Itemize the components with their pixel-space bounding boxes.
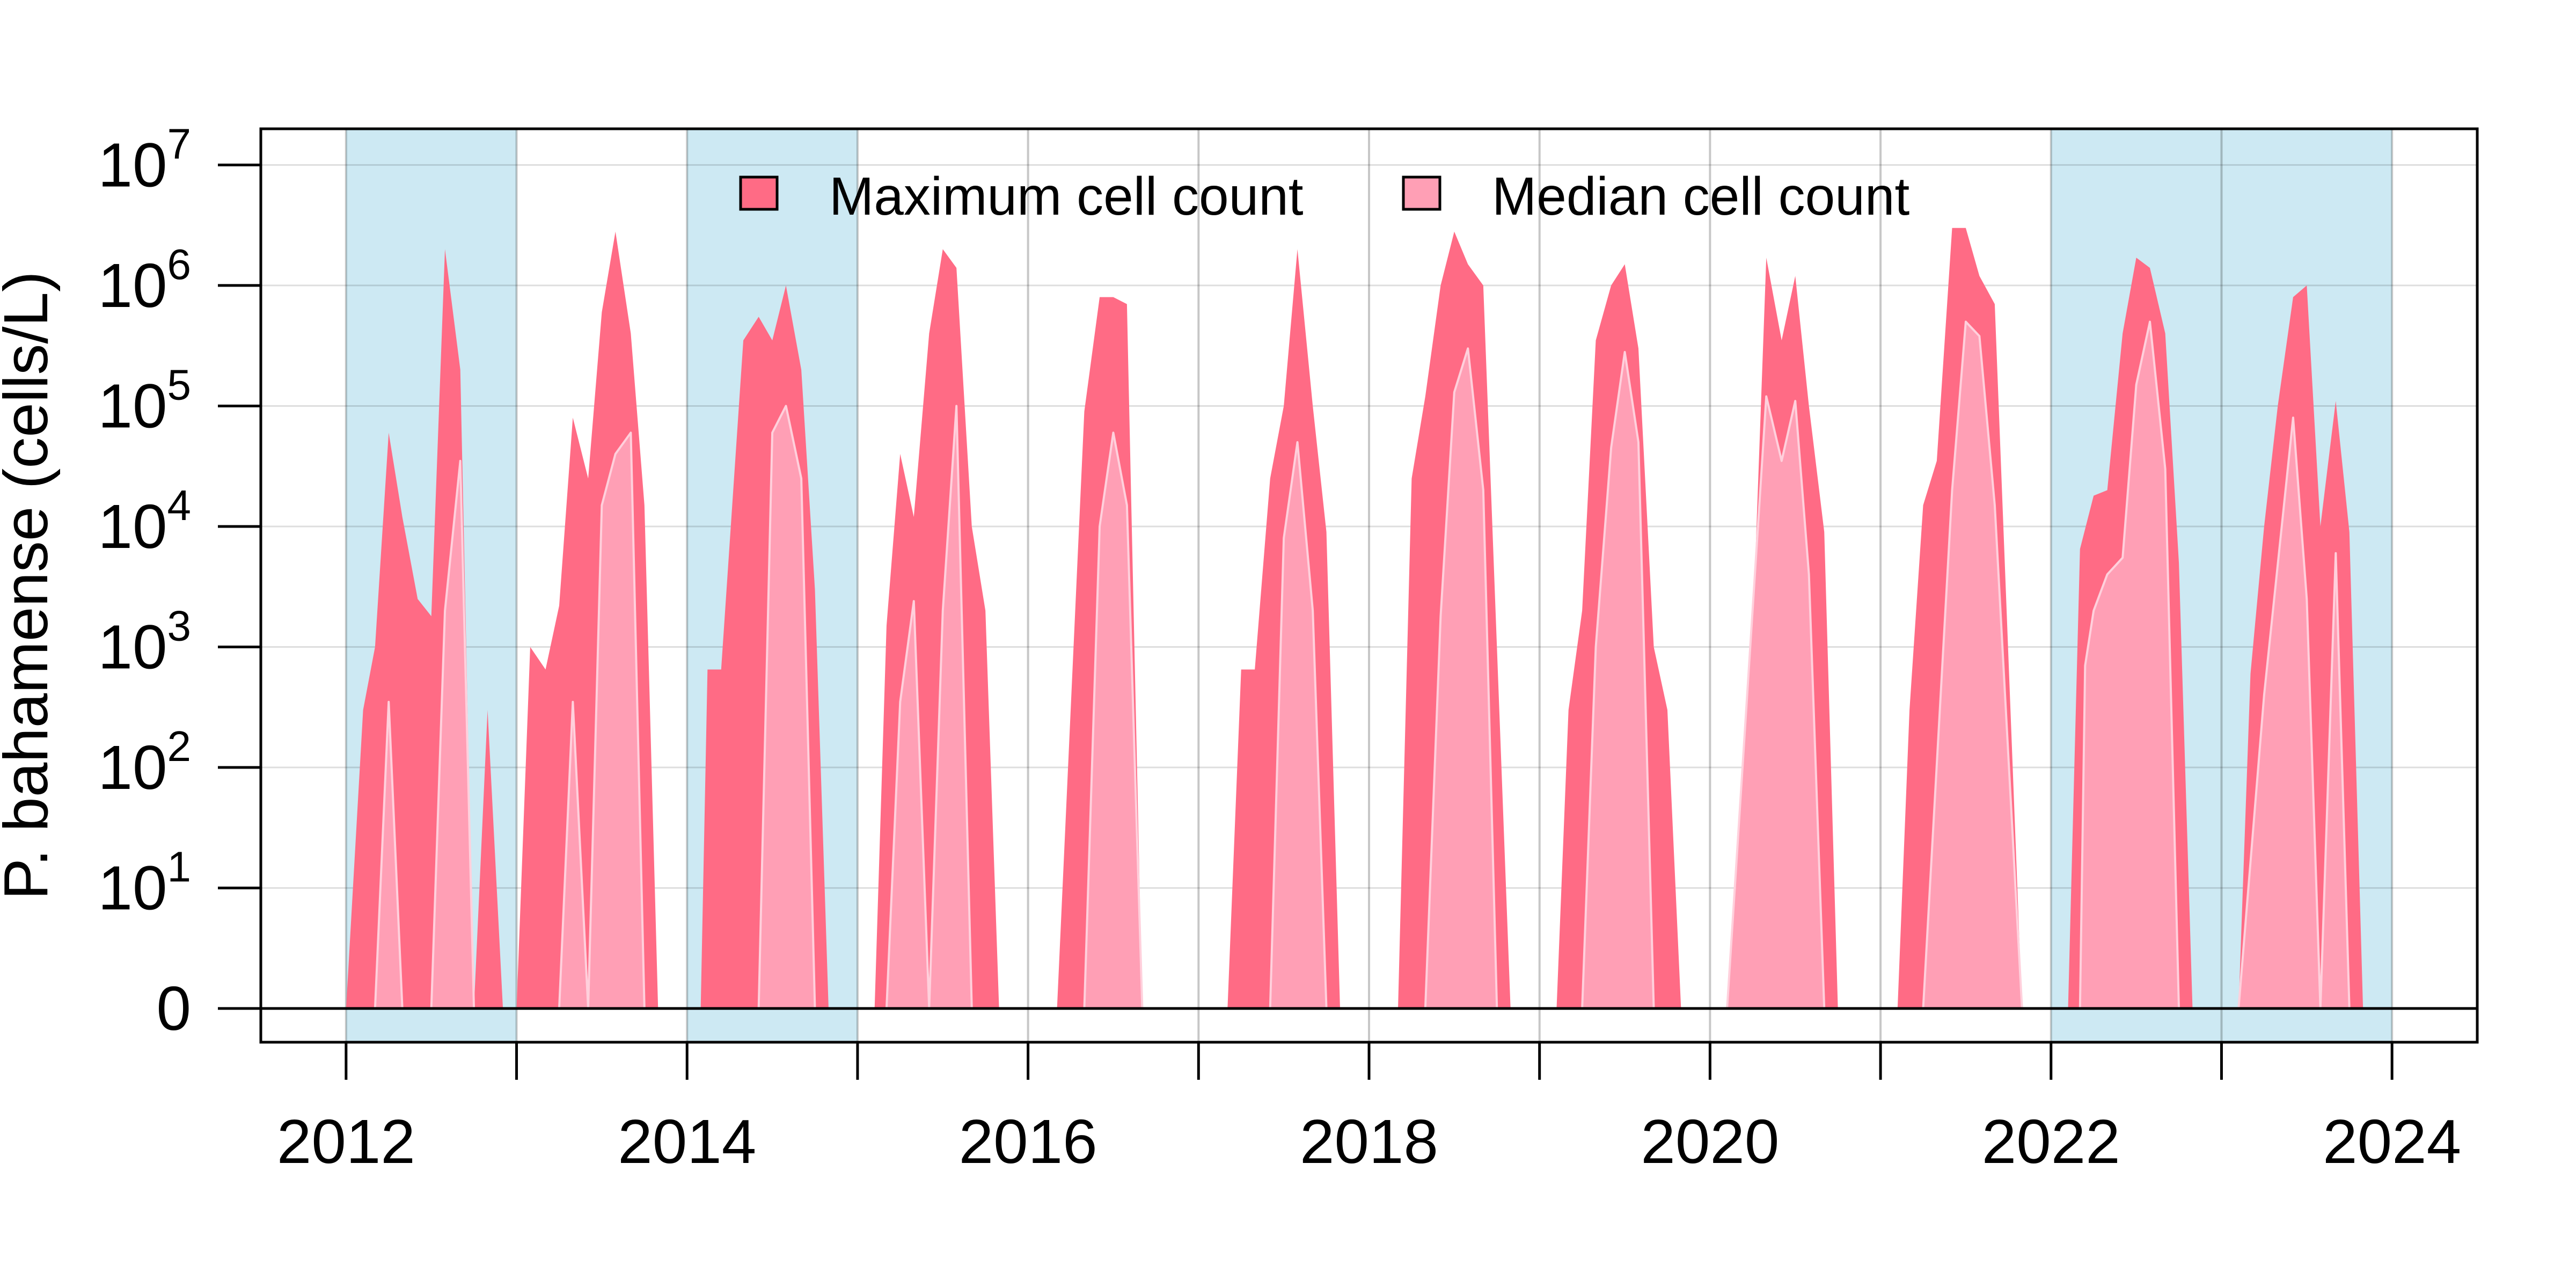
series-area-1	[374, 320, 2351, 1010]
legend-label-1: Median cell count	[1492, 166, 1909, 226]
y-tick-label-7: 107	[98, 120, 191, 200]
x-tick-label-2012: 2012	[277, 1107, 415, 1176]
x-tick-label-2020: 2020	[1641, 1107, 1779, 1176]
series-areas	[346, 228, 2363, 1010]
legend: Maximum cell count Median cell count	[739, 166, 1909, 226]
y-axis-label: P. bahamense (cells/L)	[0, 271, 61, 899]
y-tick-label-2: 102	[98, 722, 191, 802]
y-tick-label-6: 106	[98, 240, 191, 320]
y-tick-label-5: 105	[98, 361, 191, 441]
y-tick-label-4: 104	[98, 481, 191, 561]
y-tick-label-3: 103	[98, 602, 191, 682]
x-tick-label-2022: 2022	[1982, 1107, 2120, 1176]
legend-label-0: Maximum cell count	[829, 166, 1304, 226]
x-tick-label-2016: 2016	[959, 1107, 1097, 1176]
legend-swatch-1	[1402, 175, 1441, 211]
x-tick-label-2014: 2014	[618, 1107, 756, 1176]
y-tick-label-0: 0	[156, 974, 191, 1043]
y-tick-label-1: 101	[98, 843, 191, 923]
x-tick-label-2018: 2018	[1300, 1107, 1438, 1176]
y-axis: 0 101 102 103 104 105 106 107	[98, 120, 261, 1043]
x-axis: 2012 2014 2016 2018 2020 2022 2024	[277, 1041, 2461, 1176]
legend-swatch-0	[739, 175, 779, 211]
x-tick-label-2024: 2024	[2323, 1107, 2461, 1176]
